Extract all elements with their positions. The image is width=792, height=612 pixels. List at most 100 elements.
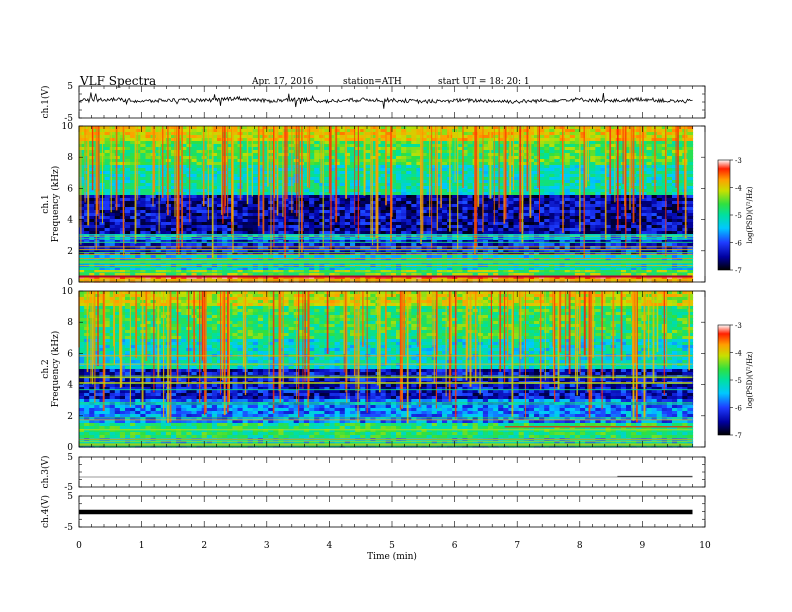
spectrogram-cell — [165, 144, 172, 148]
spectrogram-cell — [217, 138, 223, 142]
spectrogram-cell — [641, 168, 648, 172]
spectrogram-cell — [309, 219, 315, 223]
spectrogram-cell — [467, 159, 474, 163]
spectrogram-cell — [605, 231, 612, 235]
spectrogram-cell — [631, 240, 637, 244]
spectrogram-cell — [150, 249, 157, 253]
spectrogram-cell — [196, 246, 203, 250]
spectrogram-cell — [211, 225, 218, 229]
spectrogram-cell — [564, 240, 571, 244]
spectrogram-cell — [350, 153, 356, 157]
spectrogram-cell — [293, 243, 300, 247]
spectrogram-cell — [344, 177, 351, 181]
spectrogram-cell — [503, 228, 509, 232]
spectrogram-cell — [554, 144, 561, 148]
spectrogram-cell — [493, 132, 499, 136]
spectrogram-cell — [488, 207, 494, 211]
spectrogram-cell — [687, 129, 694, 133]
spectrogram-cell — [99, 228, 106, 232]
spectrogram-cell — [314, 222, 320, 226]
spectrogram-cell — [396, 204, 402, 208]
spectrogram-cell — [247, 219, 254, 223]
spectrogram-cell — [590, 171, 596, 175]
spectrogram-cell — [217, 150, 223, 154]
spectrogram-cell — [477, 147, 484, 151]
spectrogram-cell — [574, 168, 581, 172]
spectrogram-cell — [651, 210, 658, 214]
spectrogram-cell — [319, 243, 325, 247]
spectrogram-cell — [263, 144, 269, 148]
spectrogram-cell — [247, 249, 254, 253]
spectrogram-cell — [145, 147, 152, 151]
spectrogram-cell — [211, 183, 218, 187]
spectrogram-cell — [436, 162, 443, 166]
spectrogram-cell — [125, 129, 131, 133]
spectrogram-cell — [252, 210, 259, 214]
spectrogram-cell — [580, 216, 586, 220]
spectrogram-cell — [605, 243, 612, 247]
spectrogram-cell — [94, 222, 100, 226]
spectrogram-cell — [498, 126, 504, 130]
spectrogram-cell — [600, 162, 607, 166]
spectrogram-cell — [370, 174, 377, 178]
spectrogram-cell — [554, 141, 561, 145]
spectrogram-cell — [672, 201, 678, 205]
spectrogram-cell — [263, 189, 269, 193]
spectrogram-cell — [385, 135, 392, 139]
spectrogram-cell — [544, 228, 550, 232]
spectrogram-cell — [145, 213, 152, 217]
spectrogram-cell — [687, 225, 694, 229]
spectrogram-cell — [211, 126, 218, 130]
spectrogram-cell — [191, 138, 198, 142]
spectrogram-cell — [636, 243, 642, 247]
spectrogram-cell — [426, 240, 433, 244]
spectrogram-cell — [365, 204, 371, 208]
spectrogram-cell — [554, 240, 561, 244]
spectrogram-cell — [227, 156, 233, 160]
spectrogram-cell — [574, 135, 581, 139]
spectrogram-cell — [181, 159, 187, 163]
spectrogram-cell — [314, 162, 320, 166]
spectrogram-cell — [411, 165, 417, 169]
spectrogram-cell — [339, 129, 346, 133]
spectrogram-cell — [513, 180, 520, 184]
spectrogram-cell — [539, 189, 545, 193]
spectrogram-cell — [206, 198, 213, 202]
spectrogram-cell — [442, 138, 448, 142]
spectrogram-cell — [554, 165, 561, 169]
spectrogram-cell — [211, 159, 218, 163]
spectrogram-cell — [539, 222, 545, 226]
spectrogram-cell — [165, 141, 172, 145]
spectrogram-cell — [457, 207, 463, 211]
spectrogram-cell — [201, 156, 208, 160]
spectrogram-cell — [273, 231, 279, 235]
spectrogram-cell — [544, 243, 550, 247]
spectrogram-cell — [227, 222, 233, 226]
spectrogram-cell — [467, 168, 474, 172]
spectrogram-cell — [114, 168, 121, 172]
spectrogram-cell — [651, 219, 658, 223]
spectrogram-cell — [457, 204, 463, 208]
spectrogram-cell — [242, 162, 249, 166]
spectrogram-cell — [636, 189, 642, 193]
spectrogram-cell — [682, 243, 688, 247]
spectrogram-cell — [651, 192, 658, 196]
spectrogram-cell — [610, 165, 617, 169]
spectrogram-cell — [145, 192, 152, 196]
spectrogram-cell — [309, 216, 315, 220]
spectrogram-cell — [380, 183, 387, 187]
spectrogram-cell — [309, 168, 315, 172]
spectrogram-cell — [564, 222, 571, 226]
spectrogram-cell — [600, 204, 607, 208]
spectrogram-cell — [574, 126, 581, 130]
spectrogram-cell — [534, 135, 540, 139]
spectrogram-cell — [257, 159, 264, 163]
spectrogram-cell — [554, 189, 561, 193]
spectrogram-cell — [549, 147, 555, 151]
spectrogram-cell — [350, 222, 356, 226]
spectrogram-cell — [257, 132, 264, 136]
spectrogram-cell — [416, 144, 423, 148]
spectrogram-cell — [140, 231, 146, 235]
spectrogram-cell — [350, 231, 356, 235]
spectrogram-cell — [513, 147, 520, 151]
